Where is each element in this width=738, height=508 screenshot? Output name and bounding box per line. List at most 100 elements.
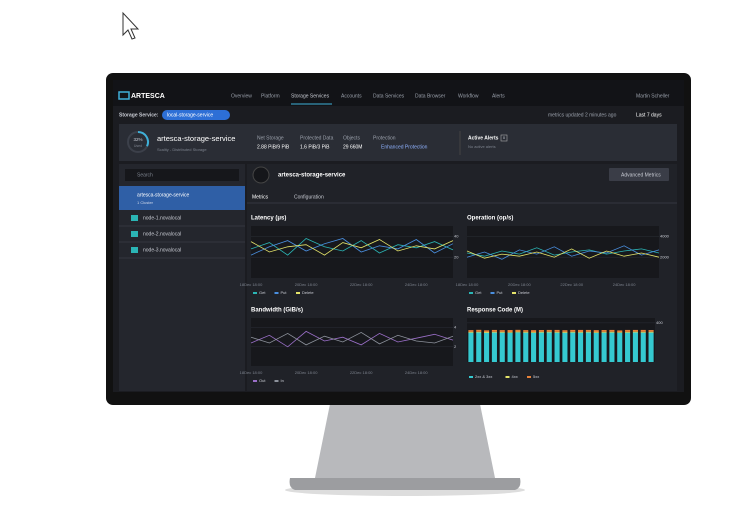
bar: [609, 331, 615, 333]
x-tick-label: 18Dec 18:00: [456, 282, 479, 287]
x-tick-label: 22Dec 18:00: [350, 370, 373, 375]
summary-subtitle: Scality - Distributed Storage: [157, 147, 207, 152]
x-tick-label: 22Dec 18:00: [560, 282, 583, 287]
plot-area: [467, 226, 659, 278]
bar: [468, 332, 474, 362]
chart-title: Latency (μs): [251, 216, 286, 222]
bar: [640, 331, 646, 333]
bar: [593, 330, 599, 333]
node[interactable]: node-2.novalocal: [143, 231, 181, 237]
bar: [625, 329, 631, 332]
bar: [585, 331, 591, 333]
nav-item[interactable]: Storage Services: [291, 93, 330, 99]
logo: ARTESCA: [131, 93, 165, 100]
advanced-button[interactable]: [609, 168, 669, 181]
x-tick-label: 24Dec 18:00: [405, 370, 428, 375]
tab[interactable]: Configuration: [294, 194, 324, 200]
advanced-label[interactable]: Advanced Metrics: [621, 172, 661, 178]
tab[interactable]: Metrics: [252, 194, 269, 200]
stat-label: Objects: [343, 135, 360, 141]
y-tick-label: 20: [454, 254, 459, 259]
bar: [609, 332, 615, 362]
bar: [625, 332, 631, 362]
item-subtitle[interactable]: 1 Cluster: [137, 200, 154, 205]
user[interactable]: Martin Scheller: [636, 93, 670, 99]
bar: [625, 331, 631, 333]
series-line: [250, 330, 454, 348]
series-line: [250, 331, 454, 346]
range[interactable]: Last 7 days: [636, 112, 662, 118]
node[interactable]: node-3.novalocal: [143, 247, 181, 253]
y-tick-label: 400: [656, 320, 663, 325]
item-title[interactable]: artesca-storage-service: [137, 192, 189, 198]
bar: [515, 331, 521, 333]
bar: [617, 330, 623, 333]
stat-value: 2.88 PiB/9 PiB: [257, 144, 290, 150]
bar: [617, 332, 623, 362]
bar: [585, 332, 591, 362]
chart-title: Operation (op/s): [467, 216, 513, 222]
used-value: 32%: [133, 137, 142, 142]
bar: [609, 329, 615, 332]
nav-item[interactable]: Overview: [231, 93, 252, 99]
bar: [570, 329, 576, 332]
bar: [523, 332, 529, 362]
stat-value: 29 660M: [343, 144, 362, 150]
search[interactable]: Search: [137, 172, 153, 178]
selected-item[interactable]: [119, 186, 245, 210]
nav-item[interactable]: Platform: [261, 93, 280, 99]
legend-label: Get: [475, 290, 482, 295]
legend-label: In: [281, 378, 284, 383]
bar: [468, 331, 474, 333]
legend-label: Put: [497, 290, 504, 295]
bar: [484, 331, 490, 333]
bar: [554, 332, 560, 362]
bar: [648, 330, 654, 332]
chart-title: Response Code (M): [467, 308, 523, 314]
bar: [632, 332, 638, 362]
legend-label: 4xx: [512, 374, 518, 379]
bar: [632, 329, 638, 332]
bar: [507, 332, 513, 362]
bar: [476, 331, 482, 333]
protection: Enhanced Protection: [381, 144, 428, 150]
bar: [562, 331, 568, 333]
bar: [515, 332, 521, 362]
x-tick-label: 18Dec 18:00: [240, 370, 263, 375]
bar: [507, 330, 513, 333]
nav-item[interactable]: Alerts: [492, 93, 505, 99]
y-tick-label: 40: [454, 233, 459, 238]
updated: metrics updated 2 minutes ago: [548, 112, 617, 118]
bar: [499, 332, 505, 362]
bar: [570, 331, 576, 333]
legend-swatch: [253, 380, 257, 382]
bar: [601, 331, 607, 333]
nav-item[interactable]: Data Services: [373, 93, 405, 99]
y-tick-label: 4000: [660, 233, 670, 238]
service[interactable]: local-storage-service: [167, 112, 213, 118]
nav-item[interactable]: Workflow: [458, 93, 479, 99]
search-box[interactable]: [125, 169, 239, 181]
nav-item[interactable]: Accounts: [341, 93, 362, 99]
legend-swatch: [469, 376, 473, 378]
summary-name: artesca-storage-service: [157, 134, 235, 143]
legend-swatch: [296, 292, 300, 294]
bar: [546, 331, 552, 333]
series-line: [250, 238, 454, 256]
node[interactable]: node-1.novalocal: [143, 215, 181, 221]
service-select[interactable]: [162, 110, 230, 120]
x-tick-label: 22Dec 18:00: [350, 282, 373, 287]
bar: [640, 332, 646, 362]
x-tick-label: 20Dec 18:00: [295, 282, 318, 287]
y-tick-label: 2000: [660, 254, 670, 259]
bar: [601, 330, 607, 332]
bar: [523, 330, 529, 332]
legend-swatch: [505, 376, 510, 378]
bar: [578, 332, 584, 362]
nav-item[interactable]: Data Browser: [415, 93, 446, 99]
bar: [476, 329, 482, 332]
bar: [554, 329, 560, 332]
legend-swatch: [274, 380, 279, 382]
x-tick-label: 24Dec 18:00: [405, 282, 428, 287]
